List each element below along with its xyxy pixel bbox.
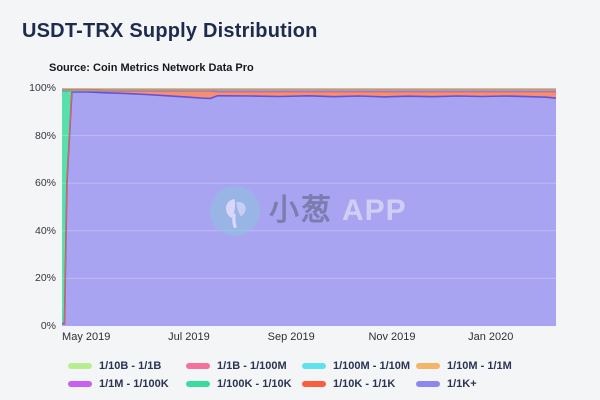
legend-swatch xyxy=(302,363,326,369)
y-tick-label: 40% xyxy=(34,224,56,237)
x-tick-label: May 2019 xyxy=(62,331,111,343)
legend-label: 1/1B - 1/100M xyxy=(217,360,287,372)
y-tick-label: 80% xyxy=(34,129,56,142)
y-tick-label: 60% xyxy=(34,177,56,190)
legend-label: 1/10K - 1/1K xyxy=(333,378,396,390)
legend-label: 1/10M - 1/1M xyxy=(447,360,512,372)
y-tick-label: 100% xyxy=(29,82,56,94)
legend-label: 1/10B - 1/1B xyxy=(99,360,162,372)
legend-item[interactable]: 1/10M - 1/1M xyxy=(416,358,512,374)
stacked-area-chart xyxy=(62,88,556,326)
legend-item[interactable]: 1/100M - 1/10M xyxy=(302,358,410,374)
plot-area xyxy=(62,88,556,326)
legend-label: 1/1M - 1/100K xyxy=(99,378,169,390)
x-tick-label: Jan 2020 xyxy=(468,331,514,343)
page-title: USDT-TRX Supply Distribution xyxy=(22,20,318,42)
chart-legend: 1/10B - 1/1B 1/1B - 1/100M 1/100M - 1/10… xyxy=(0,352,600,396)
legend-swatch xyxy=(186,363,210,369)
legend-swatch xyxy=(68,381,92,387)
legend-item[interactable]: 1/1K+ xyxy=(416,376,477,392)
legend-item[interactable]: 1/10K - 1/1K xyxy=(302,376,395,392)
legend-swatch xyxy=(68,363,92,369)
legend-item[interactable]: 1/10B - 1/1B xyxy=(68,358,161,374)
legend-swatch xyxy=(416,363,440,369)
chart-source-caption: Source: Coin Metrics Network Data Pro xyxy=(49,62,254,74)
x-tick-label: Sep 2019 xyxy=(267,331,315,343)
legend-swatch xyxy=(416,381,440,387)
legend-item[interactable]: 1/1M - 1/100K xyxy=(68,376,169,392)
legend-label: 1/100K - 1/10K xyxy=(217,378,292,390)
y-tick-label: 20% xyxy=(34,272,56,285)
y-tick-label: 0% xyxy=(40,320,56,332)
legend-swatch xyxy=(186,381,210,387)
legend-swatch xyxy=(302,381,326,387)
legend-label: 1/1K+ xyxy=(447,378,477,390)
legend-item[interactable]: 1/1B - 1/100M xyxy=(186,358,287,374)
legend-label: 1/100M - 1/10M xyxy=(333,360,411,372)
x-tick-label: Jul 2019 xyxy=(168,331,210,343)
x-tick-label: Nov 2019 xyxy=(368,331,416,343)
legend-item[interactable]: 1/100K - 1/10K xyxy=(186,376,292,392)
